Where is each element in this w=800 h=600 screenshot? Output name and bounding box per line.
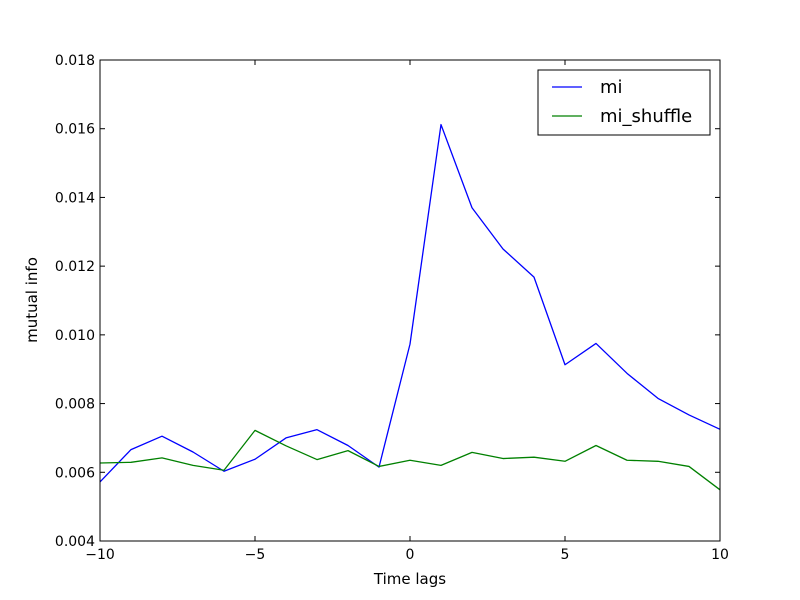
x-tick-label: 5 — [561, 547, 570, 563]
y-axis-label: mutual info — [23, 257, 41, 343]
y-tick-label: 0.004 — [55, 534, 95, 550]
series-line-mi — [99, 123, 721, 483]
x-tick-label: 0 — [406, 547, 415, 563]
legend: mi mi_shuffle — [537, 69, 711, 136]
x-tick-label: −5 — [245, 547, 266, 563]
y-tick-label: 0.012 — [55, 259, 95, 275]
x-tick-label: −10 — [85, 547, 115, 563]
x-tick-label: 10 — [711, 547, 729, 563]
y-tick-label: 0.006 — [55, 465, 95, 481]
y-tick-label: 0.014 — [55, 190, 95, 206]
legend-label-mi: mi — [600, 77, 623, 98]
x-axis-label: Time lags — [373, 570, 446, 588]
legend-label-mi-shuffle: mi_shuffle — [600, 106, 692, 127]
y-tick-label: 0.016 — [55, 122, 95, 138]
series-line-mi-shuffle — [99, 429, 721, 491]
y-tick-label: 0.010 — [55, 328, 95, 344]
plot-frame — [99, 59, 721, 542]
y-tick-label: 0.008 — [55, 397, 95, 413]
ticks-layer: −10 −5 0 5 10 0.004 0.006 0.008 0.010 0.012 0.014 0… — [55, 53, 729, 563]
series-layer — [99, 123, 721, 491]
y-tick-label: 0.018 — [55, 53, 95, 69]
legend-box — [537, 69, 711, 136]
